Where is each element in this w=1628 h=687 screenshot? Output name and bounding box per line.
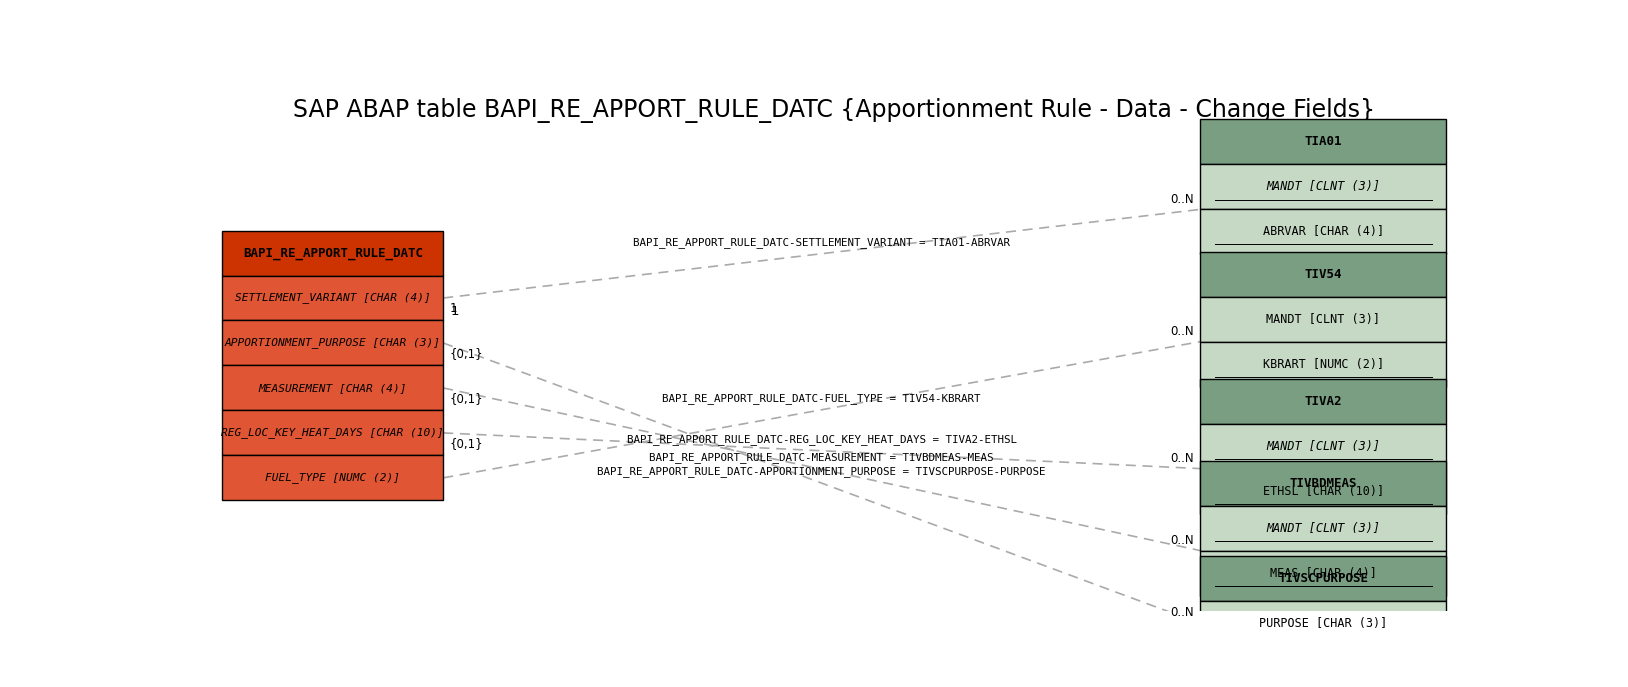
Text: BAPI_RE_APPORT_RULE_DATC: BAPI_RE_APPORT_RULE_DATC (243, 247, 423, 260)
Bar (1200, 379, 1446, 424)
Text: 0..N: 0..N (1171, 607, 1193, 620)
Bar (1200, 550, 1446, 596)
Bar (1200, 461, 1446, 506)
Bar (1200, 164, 1446, 210)
Bar (1200, 251, 1446, 297)
Bar (1200, 469, 1446, 514)
Text: FUEL_TYPE [NUMC (2)]: FUEL_TYPE [NUMC (2)] (265, 473, 400, 484)
Text: BAPI_RE_APPORT_RULE_DATC-MEASUREMENT = TIVBDMEAS-MEAS: BAPI_RE_APPORT_RULE_DATC-MEASUREMENT = T… (650, 452, 995, 463)
Bar (1200, 601, 1446, 646)
Text: APPORTIONMENT_PURPOSE [CHAR (3)]: APPORTIONMENT_PURPOSE [CHAR (3)] (225, 337, 441, 348)
Text: MEAS [CHAR (4)]: MEAS [CHAR (4)] (1270, 567, 1377, 580)
Bar (223, 320, 443, 365)
Text: TIA01: TIA01 (1304, 135, 1341, 148)
Bar (1200, 341, 1446, 387)
Text: SETTLEMENT_VARIANT [CHAR (4)]: SETTLEMENT_VARIANT [CHAR (4)] (234, 293, 431, 304)
Bar (223, 455, 443, 500)
Text: 0..N: 0..N (1171, 452, 1193, 464)
Bar (1200, 506, 1446, 550)
Text: ABRVAR [CHAR (4)]: ABRVAR [CHAR (4)] (1263, 225, 1384, 238)
Text: TIVSCPURPOSE: TIVSCPURPOSE (1278, 572, 1368, 585)
Text: 1: 1 (449, 302, 457, 315)
Text: MANDT [CLNT (3)]: MANDT [CLNT (3)] (1267, 181, 1381, 194)
Bar (1200, 297, 1446, 341)
Text: 0..N: 0..N (1171, 325, 1193, 338)
Text: 0..N: 0..N (1171, 534, 1193, 547)
Text: {0,1}: {0,1} (449, 347, 484, 360)
Text: BAPI_RE_APPORT_RULE_DATC-APPORTIONMENT_PURPOSE = TIVSCPURPOSE-PURPOSE: BAPI_RE_APPORT_RULE_DATC-APPORTIONMENT_P… (597, 466, 1045, 477)
Bar (1200, 424, 1446, 469)
Text: {0,1}: {0,1} (449, 437, 484, 450)
Bar (1200, 120, 1446, 164)
Text: MANDT [CLNT (3)]: MANDT [CLNT (3)] (1267, 521, 1381, 534)
Text: 1: 1 (451, 305, 459, 318)
Text: BAPI_RE_APPORT_RULE_DATC-SETTLEMENT_VARIANT = TIA01-ABRVAR: BAPI_RE_APPORT_RULE_DATC-SETTLEMENT_VARI… (633, 236, 1011, 247)
Bar (223, 231, 443, 275)
Text: TIVA2: TIVA2 (1304, 394, 1341, 407)
Text: {0,1}: {0,1} (449, 392, 484, 405)
Text: ETHSL [CHAR (10)]: ETHSL [CHAR (10)] (1263, 484, 1384, 497)
Text: 0..N: 0..N (1171, 192, 1193, 205)
Text: BAPI_RE_APPORT_RULE_DATC-FUEL_TYPE = TIV54-KBRART: BAPI_RE_APPORT_RULE_DATC-FUEL_TYPE = TIV… (663, 393, 982, 403)
Text: TIVBDMEAS: TIVBDMEAS (1289, 477, 1358, 490)
Text: SAP ABAP table BAPI_RE_APPORT_RULE_DATC {Apportionment Rule - Data - Change Fiel: SAP ABAP table BAPI_RE_APPORT_RULE_DATC … (293, 98, 1376, 123)
Text: PURPOSE [CHAR (3)]: PURPOSE [CHAR (3)] (1258, 617, 1387, 630)
Bar (223, 365, 443, 410)
Bar (1200, 210, 1446, 254)
Text: KBRART [NUMC (2)]: KBRART [NUMC (2)] (1263, 358, 1384, 370)
Bar (223, 410, 443, 455)
Text: MEASUREMENT [CHAR (4)]: MEASUREMENT [CHAR (4)] (259, 383, 407, 393)
Text: BAPI_RE_APPORT_RULE_DATC-REG_LOC_KEY_HEAT_DAYS = TIVA2-ETHSL: BAPI_RE_APPORT_RULE_DATC-REG_LOC_KEY_HEA… (627, 433, 1018, 444)
Bar (223, 275, 443, 320)
Text: TIV54: TIV54 (1304, 268, 1341, 281)
Text: REG_LOC_KEY_HEAT_DAYS [CHAR (10)]: REG_LOC_KEY_HEAT_DAYS [CHAR (10)] (221, 427, 444, 438)
Text: MANDT [CLNT (3)]: MANDT [CLNT (3)] (1267, 440, 1381, 453)
Bar (1200, 556, 1446, 601)
Text: MANDT [CLNT (3)]: MANDT [CLNT (3)] (1267, 313, 1381, 326)
